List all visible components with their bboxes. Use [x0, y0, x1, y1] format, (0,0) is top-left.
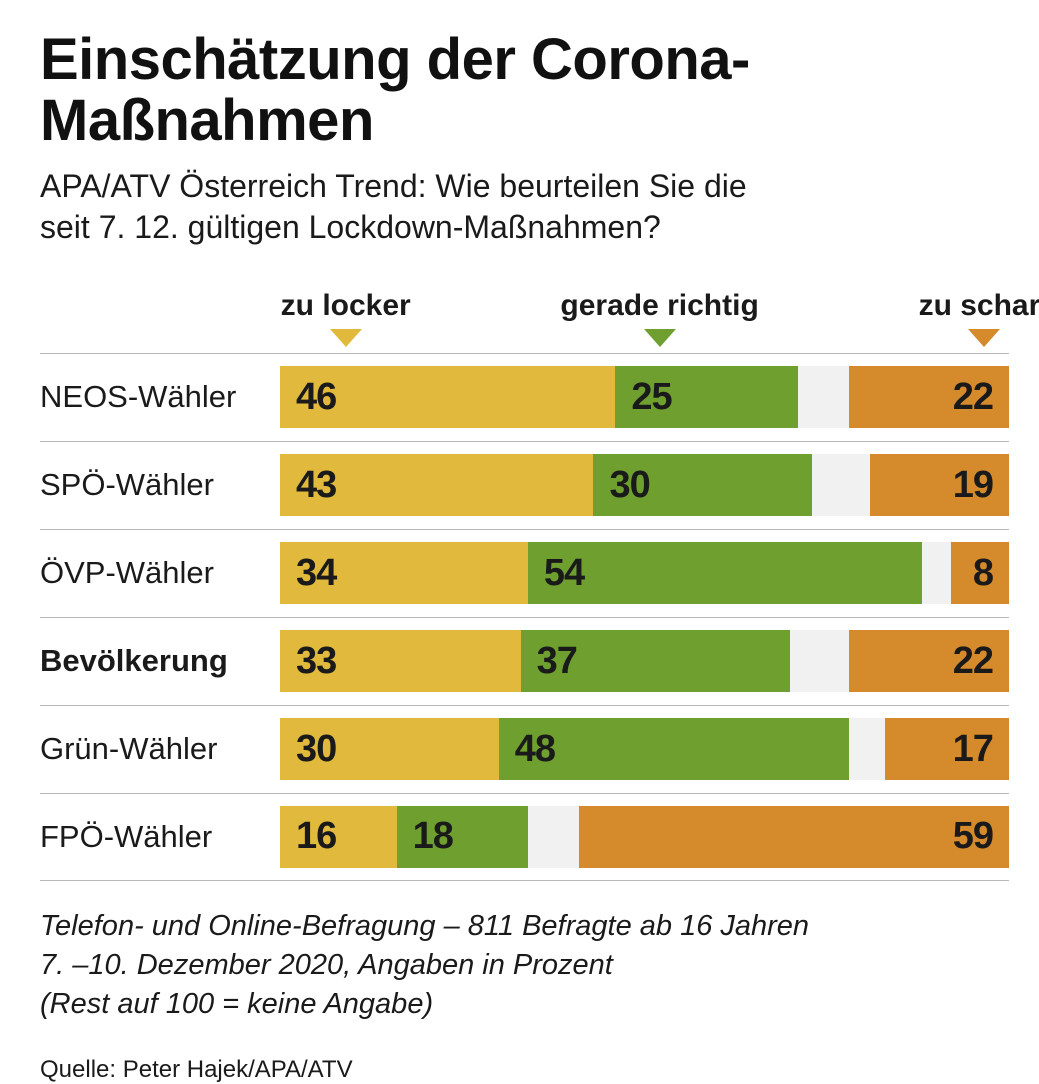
- chart-row: Grün-Wähler3048 17: [40, 705, 1009, 793]
- row-label: ÖVP-Wähler: [40, 555, 280, 591]
- bar-segment-keine-angabe: [922, 542, 951, 604]
- source-line: Quelle: Peter Hajek/APA/ATV: [40, 1056, 1009, 1084]
- bar-segment-keine-angabe: [528, 806, 579, 868]
- chart-row: ÖVP-Wähler3454 8: [40, 529, 1009, 617]
- subtitle-line-1: APA/ATV Österreich Trend: Wie beurteilen…: [40, 168, 747, 204]
- bar-segment-zu-scharf: 22: [849, 366, 1009, 428]
- bar-segment-zu-locker: 46: [280, 366, 615, 428]
- bar-segment-zu-scharf: 22: [849, 630, 1009, 692]
- chart-subtitle: APA/ATV Österreich Trend: Wie beurteilen…: [40, 166, 1009, 249]
- bar-segment-zu-locker: 33: [280, 630, 521, 692]
- row-label: SPÖ-Wähler: [40, 467, 280, 503]
- bar-segment-gerade-richtig: 18: [397, 806, 528, 868]
- bar-segment-zu-locker: 43: [280, 454, 593, 516]
- triangle-icon: [330, 329, 362, 347]
- bar-segment-gerade-richtig: 54: [528, 542, 922, 604]
- legend-label: zu scharf: [919, 289, 1039, 323]
- legend: zu lockergerade richtigzu scharf: [280, 289, 1010, 347]
- triangle-icon: [968, 329, 1000, 347]
- subtitle-line-2: seit 7. 12. gültigen Lockdown-Maßnahmen?: [40, 209, 661, 245]
- bar-track: 4330 19: [280, 454, 1009, 516]
- chart-row: FPÖ-Wähler1618 59: [40, 793, 1009, 881]
- bar-segment-gerade-richtig: 30: [593, 454, 812, 516]
- bar-segment-zu-scharf: 59: [579, 806, 1009, 868]
- footnote-line-3: (Rest auf 100 = keine Angabe): [40, 988, 433, 1020]
- bar-segment-zu-locker: 16: [280, 806, 397, 868]
- bar-segment-zu-locker: 30: [280, 718, 499, 780]
- bar-track: 3454 8: [280, 542, 1009, 604]
- row-label: FPÖ-Wähler: [40, 819, 280, 855]
- chart-row: Bevölkerung3337 22: [40, 617, 1009, 705]
- bar-segment-zu-scharf: 17: [885, 718, 1009, 780]
- bar-segment-keine-angabe: [812, 454, 870, 516]
- bar-track: 3048 17: [280, 718, 1009, 780]
- bar-segment-gerade-richtig: 25: [615, 366, 797, 428]
- bar-segment-keine-angabe: [790, 630, 848, 692]
- bar-segment-zu-scharf: 19: [870, 454, 1009, 516]
- footnote: Telefon- und Online-Befragung – 811 Befr…: [40, 907, 1009, 1024]
- legend-label: gerade richtig: [560, 289, 758, 323]
- chart-row: SPÖ-Wähler4330 19: [40, 441, 1009, 529]
- footnote-line-2: 7. –10. Dezember 2020, Angaben in Prozen…: [40, 949, 613, 981]
- bar-segment-gerade-richtig: 37: [521, 630, 791, 692]
- bar-segment-keine-angabe: [798, 366, 849, 428]
- footnote-line-1: Telefon- und Online-Befragung – 811 Befr…: [40, 910, 809, 942]
- bar-track: 3337 22: [280, 630, 1009, 692]
- legend-label: zu locker: [281, 289, 411, 323]
- bar-track: 1618 59: [280, 806, 1009, 868]
- row-label: NEOS-Wähler: [40, 379, 280, 415]
- chart-row: NEOS-Wähler4625 22: [40, 353, 1009, 441]
- bar-segment-zu-locker: 34: [280, 542, 528, 604]
- bar-track: 4625 22: [280, 366, 1009, 428]
- row-label: Grün-Wähler: [40, 731, 280, 767]
- stacked-bar-chart: NEOS-Wähler462522SPÖ-Wähler433019ÖVP-Wäh…: [40, 353, 1009, 881]
- chart-title: Einschätzung der Corona-Maßnahmen: [40, 30, 1009, 152]
- row-label: Bevölkerung: [40, 643, 280, 679]
- triangle-icon: [644, 329, 676, 347]
- bar-segment-gerade-richtig: 48: [499, 718, 849, 780]
- bar-segment-zu-scharf: 8: [951, 542, 1009, 604]
- bar-segment-keine-angabe: [849, 718, 885, 780]
